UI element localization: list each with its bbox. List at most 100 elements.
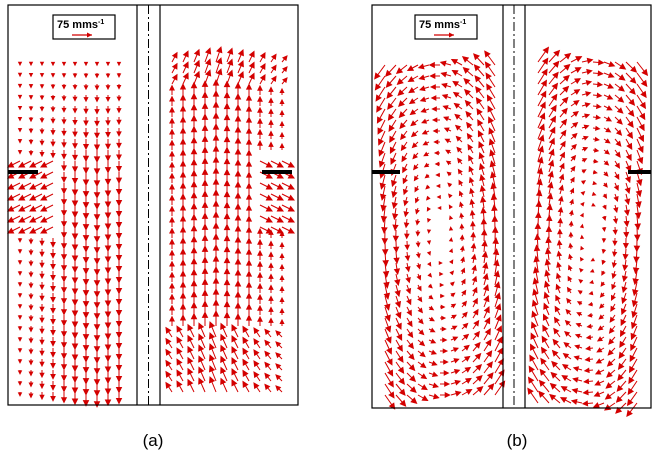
velocity-arrow	[463, 88, 474, 99]
velocity-arrow	[17, 326, 23, 331]
velocity-arrow	[533, 244, 541, 261]
velocity-arrow	[406, 339, 414, 350]
velocity-arrow	[115, 161, 123, 173]
velocity-arrow	[581, 124, 590, 130]
velocity-arrow	[629, 358, 638, 374]
velocity-arrow	[558, 173, 565, 184]
velocity-arrow	[17, 260, 23, 265]
velocity-arrow	[268, 284, 274, 293]
velocity-arrow	[426, 229, 432, 234]
velocity-arrow	[220, 333, 228, 349]
velocity-arrow	[115, 282, 123, 295]
velocity-arrow	[28, 139, 34, 145]
velocity-arrow	[6, 226, 21, 234]
velocity-arrow	[17, 83, 23, 89]
velocity-arrow	[17, 61, 23, 67]
velocity-arrow	[417, 317, 424, 325]
velocity-arrow	[6, 182, 21, 190]
velocity-arrow	[257, 117, 263, 128]
velocity-arrow	[403, 218, 410, 229]
velocity-arrow	[257, 95, 263, 106]
velocity-arrow	[551, 360, 561, 371]
velocity-arrow	[583, 378, 594, 385]
velocity-arrow	[39, 293, 45, 302]
velocity-arrow	[220, 377, 228, 393]
velocity-arrow	[17, 337, 23, 342]
velocity-arrow	[585, 345, 594, 351]
velocity-arrow	[234, 312, 242, 326]
velocity-arrow	[279, 109, 285, 117]
velocity-arrow	[50, 381, 56, 391]
velocity-arrow	[595, 358, 605, 364]
velocity-arrow	[393, 240, 400, 254]
velocity-arrow	[592, 136, 600, 142]
velocity-arrow	[483, 383, 495, 396]
velocity-arrow	[179, 215, 187, 227]
velocity-arrow	[279, 285, 285, 293]
velocity-arrow	[576, 312, 583, 317]
velocity-arrow	[442, 105, 452, 111]
velocity-arrow	[400, 141, 408, 152]
velocity-arrow	[245, 116, 253, 128]
velocity-arrow	[17, 182, 32, 190]
scale-superscript: -1	[460, 19, 466, 26]
velocity-arrow	[494, 336, 503, 352]
velocity-arrow	[435, 183, 441, 189]
velocity-arrow	[179, 160, 187, 172]
velocity-arrow	[463, 77, 474, 88]
panel-label: (a)	[143, 431, 164, 450]
velocity-arrow	[104, 315, 112, 330]
velocity-arrow	[542, 324, 550, 338]
velocity-arrow	[169, 282, 175, 293]
velocity-arrow	[417, 361, 427, 369]
velocity-arrow	[395, 339, 403, 352]
velocity-arrow	[257, 249, 263, 260]
velocity-arrow	[580, 201, 585, 207]
velocity-arrow	[459, 201, 464, 209]
velocity-arrow	[603, 138, 611, 144]
velocity-arrow	[537, 145, 545, 162]
velocity-arrow	[253, 371, 261, 382]
velocity-arrow	[475, 86, 485, 99]
velocity-arrow	[28, 204, 43, 212]
velocity-arrow	[631, 303, 638, 319]
velocity-arrow	[445, 160, 452, 166]
velocity-arrow	[448, 237, 454, 242]
velocity-arrow	[115, 271, 123, 284]
velocity-arrow	[17, 282, 23, 287]
velocity-arrow	[408, 86, 419, 94]
velocity-arrow	[115, 194, 123, 207]
velocity-arrow	[631, 292, 639, 308]
velocity-arrow	[471, 275, 478, 286]
velocity-arrow	[270, 64, 277, 74]
velocity-arrow	[242, 369, 250, 382]
velocity-arrow	[428, 327, 436, 333]
velocity-arrow	[387, 97, 397, 110]
velocity-arrow	[537, 156, 544, 173]
velocity-arrow	[548, 82, 559, 96]
velocity-arrow	[94, 61, 100, 67]
velocity-arrow	[604, 402, 616, 411]
velocity-arrow	[248, 61, 255, 74]
velocity-arrow	[453, 102, 463, 110]
velocity-arrow	[50, 348, 56, 358]
velocity-arrow	[421, 129, 430, 135]
velocity-arrow	[460, 267, 466, 275]
velocity-arrow	[169, 161, 175, 172]
velocity-arrow	[404, 229, 410, 240]
velocity-arrow	[257, 227, 263, 238]
velocity-arrow	[104, 183, 112, 198]
velocity-arrow	[530, 343, 539, 360]
velocity-arrow	[264, 339, 272, 349]
velocity-arrow	[374, 75, 386, 91]
velocity-arrow	[270, 53, 277, 63]
velocity-arrow	[61, 61, 67, 67]
velocity-arrow	[600, 281, 606, 287]
velocity-arrow	[115, 227, 123, 240]
velocity-arrow	[179, 149, 187, 161]
velocity-arrow	[82, 150, 90, 163]
velocity-arrow	[169, 117, 175, 128]
velocity-arrow	[104, 150, 112, 162]
velocity-arrow	[602, 204, 607, 210]
velocity-arrow	[614, 72, 626, 81]
